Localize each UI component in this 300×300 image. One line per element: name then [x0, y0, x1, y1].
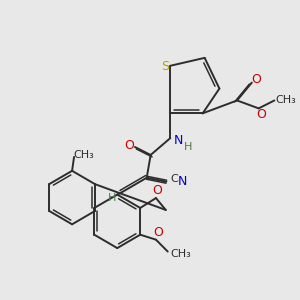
- Text: O: O: [251, 73, 261, 86]
- Text: O: O: [153, 226, 163, 239]
- Text: S: S: [161, 60, 169, 73]
- Text: O: O: [152, 184, 162, 196]
- Text: H: H: [184, 142, 192, 152]
- Text: N: N: [173, 134, 183, 147]
- Text: C: C: [170, 174, 178, 184]
- Text: CH₃: CH₃: [170, 248, 191, 259]
- Text: CH₃: CH₃: [276, 95, 296, 106]
- Text: O: O: [124, 139, 134, 152]
- Text: N: N: [177, 175, 187, 188]
- Text: CH₃: CH₃: [74, 150, 94, 160]
- Text: H: H: [108, 193, 116, 202]
- Text: O: O: [257, 108, 267, 121]
